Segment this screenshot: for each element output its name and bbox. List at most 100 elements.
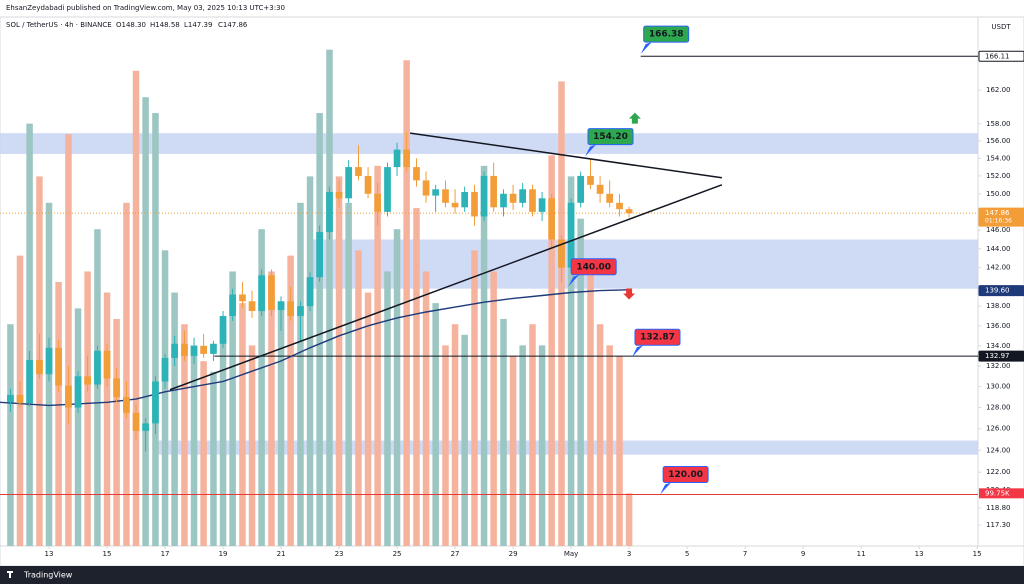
candle-body <box>258 275 265 312</box>
candle-body <box>239 294 246 302</box>
candle-body <box>587 175 594 185</box>
x-tick-label: 27 <box>451 550 460 558</box>
candle-body <box>509 193 517 203</box>
x-tick-label: 21 <box>277 550 286 558</box>
callout-pointer <box>585 144 597 157</box>
candle-body <box>403 149 410 168</box>
candle-body <box>103 350 111 379</box>
y-tick-label: 146.00 <box>986 226 1011 234</box>
callout-label: 166.38 <box>649 30 684 40</box>
candle-body <box>519 189 526 203</box>
candle-body <box>413 167 420 181</box>
volume-bar <box>297 202 304 547</box>
moving-average <box>0 289 633 407</box>
volume-bar <box>596 324 604 546</box>
y-tick-label: 117.30 <box>986 521 1011 529</box>
candle-body <box>84 376 91 385</box>
x-tick-label: 7 <box>743 550 747 558</box>
candle-body <box>538 198 546 212</box>
y-tick-label: 130.00 <box>986 383 1011 391</box>
x-tick-label: 19 <box>219 550 228 558</box>
x-tick-label: 11 <box>857 550 866 558</box>
arrow <box>623 288 636 300</box>
x-tick-label: 13 <box>45 550 54 558</box>
x-tick-label: 15 <box>103 550 112 558</box>
candle-body <box>335 191 343 199</box>
volume-bar <box>326 49 333 547</box>
x-tick-label: 23 <box>335 550 344 558</box>
candle-body <box>248 301 256 312</box>
candle-body <box>36 359 43 375</box>
volume-bar <box>384 271 391 546</box>
volume-bar <box>442 345 449 546</box>
candle-body <box>152 381 159 424</box>
callout-box <box>662 465 709 483</box>
x-tick-label: 3 <box>627 550 631 558</box>
zone <box>0 133 978 154</box>
candle-body <box>74 376 82 408</box>
volume-bar <box>316 113 323 546</box>
callout-label: 120.00 <box>668 470 703 480</box>
candle-body <box>268 275 275 311</box>
candle-body <box>65 385 72 408</box>
candle-body <box>345 167 352 199</box>
volume-bar <box>587 260 594 546</box>
trendline <box>169 184 723 391</box>
candle-body <box>200 345 207 354</box>
volume-bar <box>432 303 439 546</box>
y-tick-label: 142.00 <box>986 264 1011 272</box>
ohlc-value: H148.58 <box>150 21 180 29</box>
volume-bar <box>181 324 188 546</box>
volume-bar <box>258 229 265 546</box>
candle-body <box>55 347 62 386</box>
volume-bar <box>142 97 149 546</box>
candle-body <box>316 232 323 278</box>
callout-label: 154.20 <box>593 132 628 142</box>
y-tick-label: 124.00 <box>986 446 1011 454</box>
ohlc-value: C147.86 <box>218 21 248 29</box>
candle-body <box>548 198 555 240</box>
candle-body <box>16 394 24 404</box>
volume-bar <box>268 271 275 546</box>
volume-bar <box>403 60 410 547</box>
candle-body <box>625 209 633 214</box>
y-tick-label: 152.00 <box>986 172 1011 180</box>
candle-body <box>297 306 304 316</box>
candle-body <box>306 277 314 307</box>
volume-bar <box>567 176 575 546</box>
callout-box <box>570 258 617 276</box>
callout-pointer <box>640 42 652 55</box>
ohlc-value: L147.39 <box>184 21 212 29</box>
volume-bar <box>616 355 623 546</box>
volume-bar <box>471 250 478 546</box>
x-tick-label: 5 <box>685 550 689 558</box>
candle-body <box>326 191 333 233</box>
volume-bar <box>413 208 420 546</box>
y-tick-label: 132.00 <box>986 362 1011 370</box>
footer <box>0 566 1024 584</box>
volume-bar <box>219 324 227 546</box>
volume-bar <box>210 371 217 546</box>
ohlc-value: O148.30 <box>116 21 146 29</box>
callout-box <box>634 328 681 346</box>
volume-bar <box>490 271 497 546</box>
callout-pointer <box>568 274 580 287</box>
y-tick-label: 144.00 <box>986 245 1011 253</box>
y-tick-label: 126.00 <box>986 425 1011 433</box>
volume-bar <box>355 250 362 546</box>
volume-bar <box>364 292 372 546</box>
x-tick-label: May <box>564 550 578 558</box>
volume-bar <box>84 271 91 546</box>
candle-body <box>422 180 430 196</box>
zone <box>312 239 979 289</box>
callout-label: 140.00 <box>576 262 611 272</box>
candle-body <box>229 294 236 316</box>
candle-body <box>500 193 507 208</box>
y-tick-label: 138.00 <box>986 302 1011 310</box>
candle-body <box>577 175 585 203</box>
volume-bar <box>74 308 82 546</box>
logo <box>7 571 13 578</box>
price-label-box <box>978 350 1024 362</box>
y-tick-label: 158.00 <box>986 120 1011 128</box>
candle-body <box>384 167 391 212</box>
